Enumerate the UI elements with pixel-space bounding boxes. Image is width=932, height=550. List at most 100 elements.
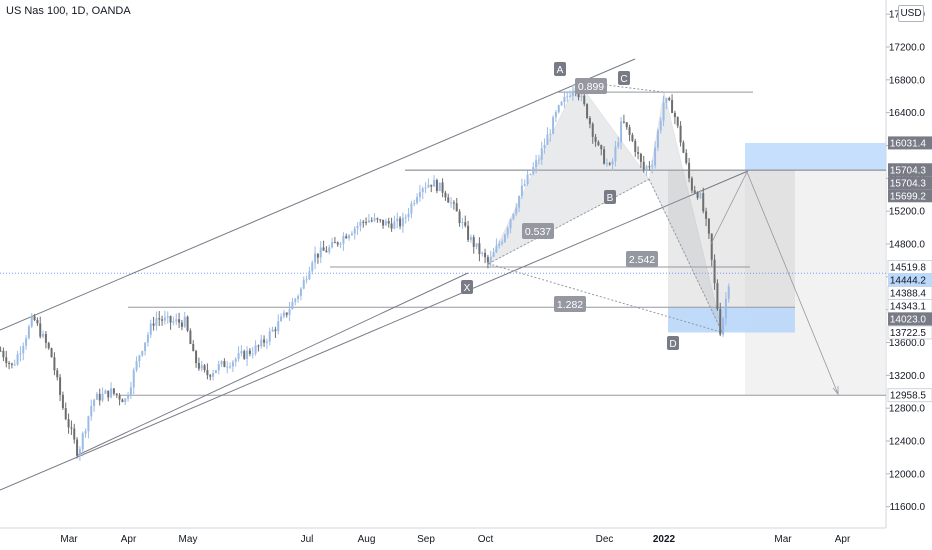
price-axis-label-bg bbox=[888, 163, 932, 177]
xab-triangle bbox=[487, 80, 650, 265]
candle-body bbox=[719, 309, 722, 335]
candle-body bbox=[588, 118, 591, 124]
candle-body bbox=[537, 159, 540, 161]
candle-body bbox=[30, 316, 33, 327]
candle-body bbox=[435, 179, 438, 191]
candle-body bbox=[322, 247, 325, 251]
x-tick-label: Mar bbox=[774, 534, 792, 545]
candle-body bbox=[95, 393, 98, 400]
candle-body bbox=[33, 316, 36, 321]
candle-body bbox=[401, 217, 404, 227]
candle-body bbox=[467, 225, 470, 240]
candle-body bbox=[308, 271, 311, 280]
currency-button[interactable]: USD bbox=[898, 5, 924, 22]
candle-body bbox=[566, 96, 569, 98]
candle-body bbox=[350, 233, 353, 236]
candle-body bbox=[93, 399, 96, 407]
candle-body bbox=[314, 253, 317, 263]
candle-body bbox=[53, 357, 56, 371]
candle-body bbox=[209, 375, 212, 377]
candle-body bbox=[42, 334, 45, 337]
x-tick-label: Dec bbox=[596, 534, 614, 545]
candle-body bbox=[535, 160, 538, 168]
x-tick-label: 2022 bbox=[653, 534, 676, 545]
candle-body bbox=[424, 187, 427, 189]
pattern-range-box bbox=[668, 170, 795, 333]
candle-body bbox=[702, 193, 705, 212]
candle-body bbox=[302, 280, 305, 289]
candle-body bbox=[197, 363, 200, 369]
pattern-point-label: D bbox=[669, 339, 676, 350]
candle-body bbox=[421, 188, 424, 193]
candle-body bbox=[586, 104, 589, 119]
x-tick-label: Oct bbox=[478, 534, 494, 545]
candle-body bbox=[373, 218, 376, 221]
ratio-label: 0.537 bbox=[525, 226, 551, 238]
price-axis-label-bg bbox=[888, 176, 932, 190]
candle-body bbox=[645, 166, 648, 170]
candle-body bbox=[580, 95, 583, 98]
channel-upper-line bbox=[0, 58, 636, 331]
candle-body bbox=[115, 393, 118, 396]
candle-body bbox=[501, 241, 504, 244]
y-tick-label: 17200.0 bbox=[889, 43, 926, 54]
candle-body bbox=[676, 117, 679, 126]
candle-body bbox=[328, 247, 331, 253]
candle-body bbox=[438, 182, 441, 191]
candle-body bbox=[16, 354, 19, 365]
candle-body bbox=[571, 90, 574, 96]
pattern-point-bg bbox=[554, 62, 566, 76]
candle-body bbox=[506, 228, 509, 235]
candle-body bbox=[107, 390, 110, 398]
candle-body bbox=[274, 329, 277, 332]
candle-body bbox=[44, 334, 47, 343]
candle-body bbox=[203, 365, 206, 371]
candle-body bbox=[59, 377, 62, 395]
candle-body bbox=[461, 222, 464, 224]
candle-body bbox=[367, 220, 370, 223]
price-axis-label: 14023.0 bbox=[890, 314, 927, 325]
candle-body bbox=[356, 225, 359, 229]
candle-body bbox=[101, 393, 104, 401]
x-tick-label: Mar bbox=[60, 534, 78, 545]
ratio-label-bg bbox=[522, 223, 554, 239]
candle-body bbox=[254, 345, 257, 354]
candle-body bbox=[277, 321, 280, 332]
candle-body bbox=[288, 309, 291, 315]
candle-body bbox=[13, 364, 16, 366]
candle-body bbox=[263, 339, 266, 343]
candle-body bbox=[603, 149, 606, 164]
candle-body bbox=[637, 152, 640, 154]
candle-body bbox=[583, 95, 586, 105]
candle-body bbox=[716, 283, 719, 310]
pattern-point-label: B bbox=[607, 193, 614, 204]
candle-body bbox=[212, 373, 215, 377]
candle-body bbox=[518, 195, 521, 208]
candle-body bbox=[81, 433, 84, 450]
xd-ratio-line bbox=[488, 263, 723, 333]
candle-body bbox=[688, 162, 691, 179]
pattern-point-bg bbox=[461, 280, 473, 294]
candle-body bbox=[413, 202, 416, 204]
candle-body bbox=[161, 319, 164, 321]
candle-body bbox=[124, 398, 127, 403]
candle-body bbox=[503, 234, 506, 242]
candle-body bbox=[523, 184, 526, 186]
candle-body bbox=[223, 361, 226, 368]
candle-body bbox=[0, 350, 2, 352]
candle-body bbox=[180, 322, 183, 327]
y-tick-label: 13200.0 bbox=[889, 371, 926, 382]
candle-body bbox=[543, 144, 546, 149]
candle-body bbox=[169, 316, 172, 323]
candle-body bbox=[175, 319, 178, 322]
price-axis-label: 13722.5 bbox=[890, 328, 927, 339]
candle-body bbox=[370, 220, 373, 222]
candle-body bbox=[560, 101, 563, 106]
price-axis-label: 14388.4 bbox=[890, 288, 927, 299]
candle-body bbox=[722, 318, 725, 335]
candle-body bbox=[220, 361, 223, 365]
candle-body bbox=[112, 388, 115, 394]
candle-body bbox=[591, 123, 594, 137]
candle-body bbox=[70, 427, 73, 429]
